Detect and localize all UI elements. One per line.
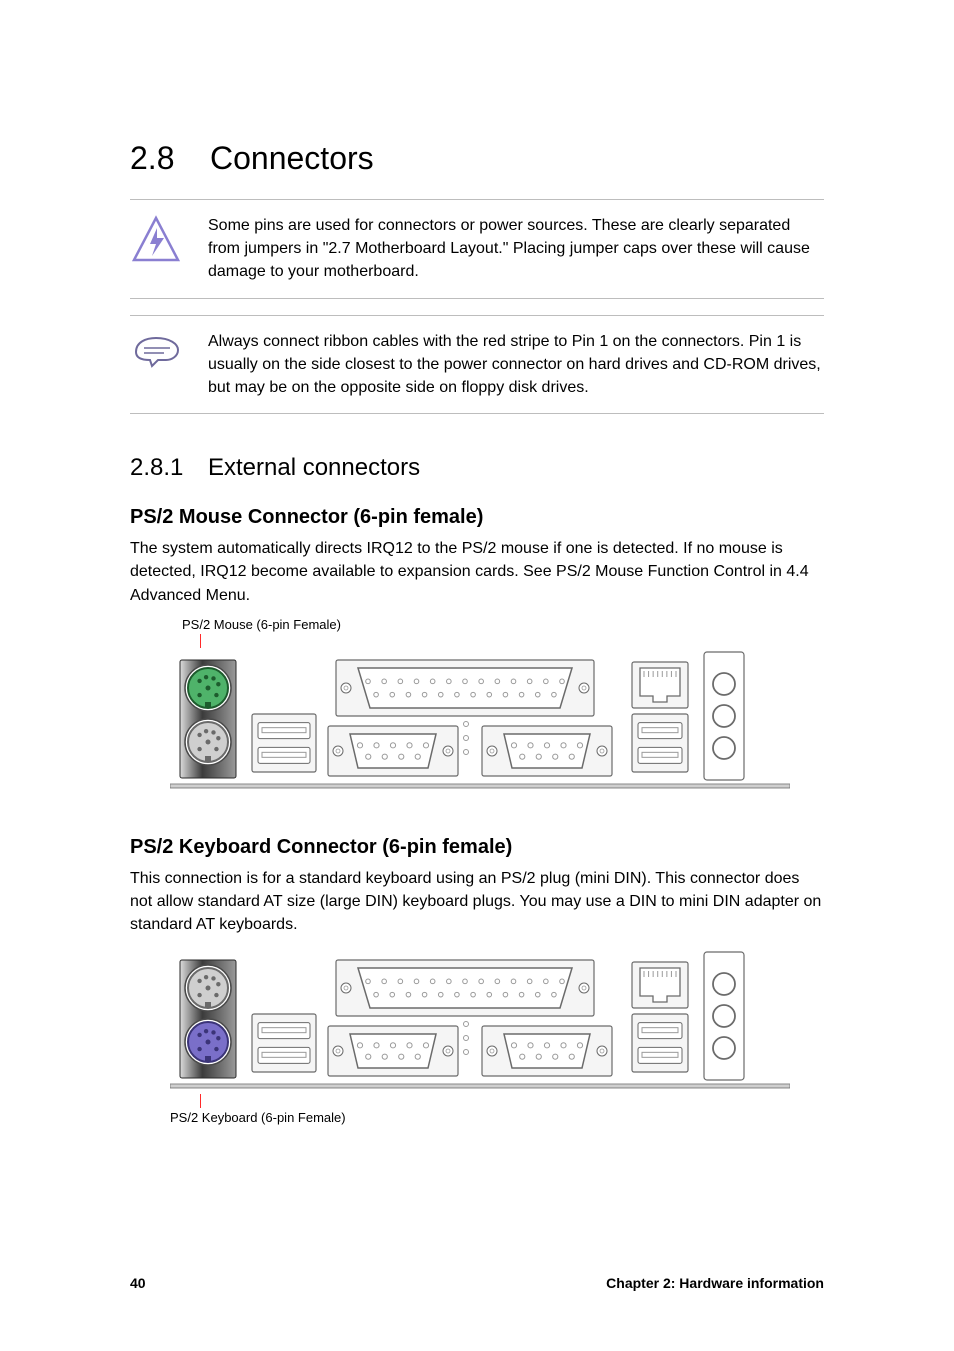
ps2-keyboard-label: PS/2 Keyboard (6-pin Female) [170, 1110, 824, 1125]
subsection-title: External connectors [208, 454, 420, 481]
section-title: Connectors [210, 140, 374, 176]
io-panel-figure-keyboard [170, 946, 790, 1096]
divider [130, 315, 824, 316]
subsection-heading: 2.8.1External connectors [130, 454, 824, 482]
ps2-mouse-heading: PS/2 Mouse Connector (6-pin female) [130, 506, 824, 529]
warning-callout: Some pins are used for connectors or pow… [130, 214, 824, 284]
section-heading: 2.8Connectors [130, 140, 824, 177]
section-number: 2.8 [130, 140, 210, 177]
subsection-number: 2.8.1 [130, 454, 208, 482]
note-text: Always connect ribbon cables with the re… [208, 330, 824, 400]
chapter-label: Chapter 2: Hardware information [606, 1275, 824, 1291]
page-footer: 40 Chapter 2: Hardware information [130, 1275, 824, 1291]
ps2-keyboard-heading: PS/2 Keyboard Connector (6-pin female) [130, 836, 824, 859]
label-leader-line [200, 1094, 201, 1108]
note-callout: Always connect ribbon cables with the re… [130, 330, 824, 400]
ps2-keyboard-body: This connection is for a standard keyboa… [130, 867, 824, 937]
lightning-warning-icon [130, 214, 182, 271]
ps2-mouse-label: PS/2 Mouse (6-pin Female) [182, 617, 824, 632]
ps2-mouse-body: The system automatically directs IRQ12 t… [130, 537, 824, 607]
divider [130, 413, 824, 414]
hand-note-icon [130, 330, 182, 375]
page-number: 40 [130, 1275, 146, 1291]
io-panel-figure-mouse [170, 646, 790, 796]
divider [130, 199, 824, 200]
warning-text: Some pins are used for connectors or pow… [208, 214, 824, 284]
